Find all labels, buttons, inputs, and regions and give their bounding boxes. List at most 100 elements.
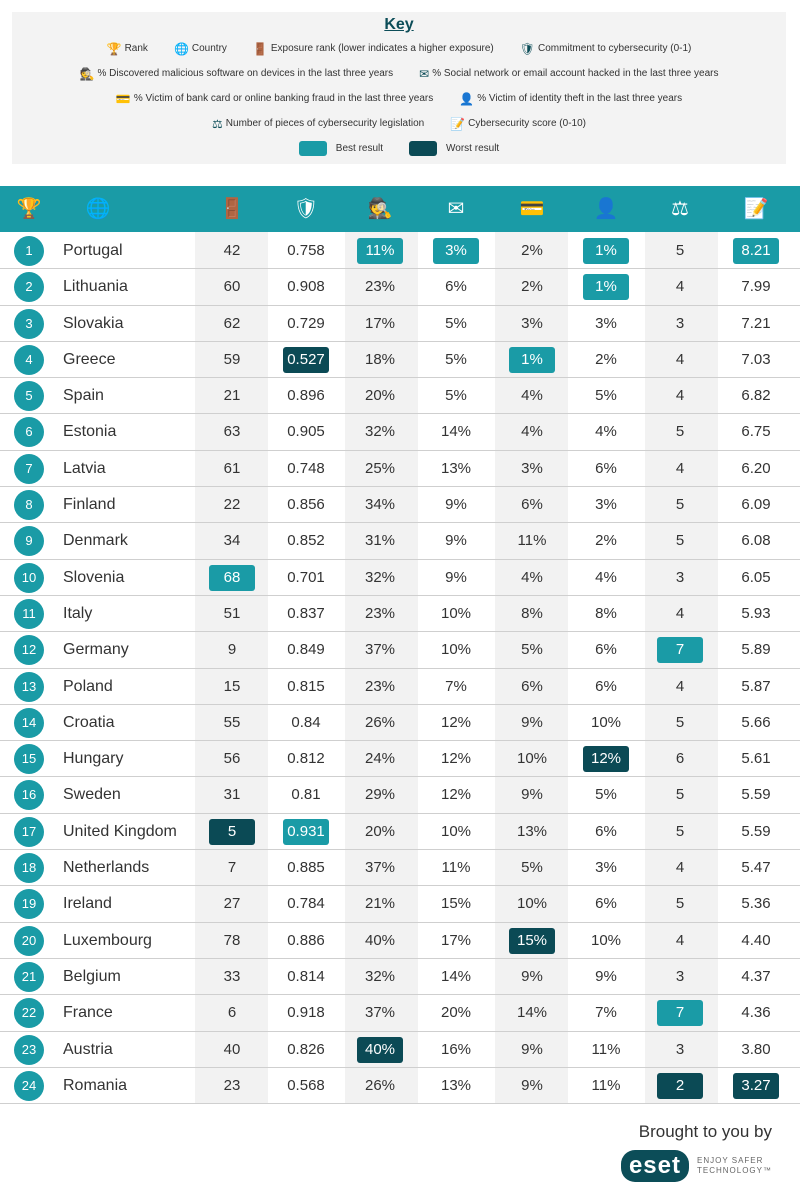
eset-logo: eset ENJOY SAFER TECHNOLOGY™ xyxy=(620,1150,772,1182)
legislation-icon: ⚖ xyxy=(212,116,223,131)
table-cell: 0.918 xyxy=(287,1004,325,1022)
table-cell: 51 xyxy=(223,604,241,622)
table-row: 20 Luxembourg 78 0.886 40% 17% 15% 10% 4 4.40 xyxy=(0,923,800,959)
key-item-label: Commitment to cybersecurity (0-1) xyxy=(537,43,692,54)
table-row: 9 Denmark 34 0.852 31% 9% 11% 2% 5 6.08 xyxy=(0,523,800,560)
table-cell: 29% xyxy=(364,786,396,804)
table-cell: 0.701 xyxy=(287,568,325,586)
table-row: 19 Ireland 27 0.784 21% 15% 10% 6% 5 5.36 xyxy=(0,886,800,923)
table-row: 6 Estonia 63 0.905 32% 14% 4% 4% 5 6.75 xyxy=(0,414,800,451)
shield-check-icon: 🛡 xyxy=(293,198,319,220)
score-icon: 📝 xyxy=(450,116,466,131)
table-cell: 0.758 xyxy=(287,242,325,259)
table-cell: 11% xyxy=(591,1076,621,1094)
legislation-icon: ⚖ xyxy=(671,198,689,220)
table-cell: 7.21 xyxy=(741,314,771,332)
table-cell: 16% xyxy=(440,1040,472,1058)
key-item: 🛡 Commitment to cybersecurity (0-1) xyxy=(520,42,692,56)
table-cell: 18% xyxy=(364,350,396,368)
table-cell: 10% xyxy=(516,750,548,768)
table-cell: 40% xyxy=(364,931,396,949)
table-cell: 2% xyxy=(595,350,617,368)
table-cell: 62 xyxy=(223,314,241,332)
country-name: United Kingdom xyxy=(63,822,177,840)
key-item-label: Cybersecurity score (0-10) xyxy=(468,118,586,129)
table-cell: 20% xyxy=(364,822,396,840)
table-cell: 6% xyxy=(595,641,617,659)
table-cell: 4% xyxy=(521,568,543,586)
user-shield-icon: 👤 xyxy=(459,91,475,106)
table-cell: 4% xyxy=(521,423,543,441)
table-cell: 7 xyxy=(227,859,237,877)
table-cell: 60 xyxy=(223,278,241,296)
trophy-icon: 🏆 xyxy=(16,198,42,220)
table-cell: 7.99 xyxy=(741,278,771,296)
table-cell: 6% xyxy=(595,459,617,477)
key-item: ⚖ Number of pieces of cybersecurity legis… xyxy=(212,117,424,131)
table-row: 17 United Kingdom 5 0.931 20% 10% 13% 6% 5 5.59 xyxy=(0,814,800,851)
table-cell: 9% xyxy=(521,1076,543,1094)
table-row: 7 Latvia 61 0.748 25% 13% 3% 6% 4 6.20 xyxy=(0,451,800,488)
envelope-icon: ✉ xyxy=(419,66,430,81)
table-cell: 9% xyxy=(595,967,617,985)
table-row: 22 France 6 0.918 37% 20% 14% 7% 7 4.36 xyxy=(0,995,800,1032)
rank-badge: 9 xyxy=(14,526,44,557)
country-name: Estonia xyxy=(63,423,117,441)
brought-by-text: Brought to you by xyxy=(638,1122,772,1141)
table-cell: 3% xyxy=(521,459,543,477)
country-name: Slovenia xyxy=(63,568,125,586)
table-cell: 2% xyxy=(521,278,543,296)
table-cell-worst: 15% xyxy=(509,927,555,954)
key-item-label: Number of pieces of cybersecurity legisl… xyxy=(225,118,425,129)
spy-icon: 🕵 xyxy=(79,66,95,81)
table-cell: 6.09 xyxy=(741,496,771,514)
trophy-icon: 🏆 xyxy=(106,41,122,56)
table-cell: 34% xyxy=(364,496,396,514)
table-row: 4 Greece 59 0.527 18% 5% 1% 2% 4 7.03 xyxy=(0,342,800,379)
country-name: Slovakia xyxy=(63,314,124,332)
table-cell: 23% xyxy=(364,677,396,695)
table-cell: 9% xyxy=(445,496,467,514)
table-cell: 56 xyxy=(223,750,241,768)
table-cell: 37% xyxy=(364,1004,396,1022)
table-row: 16 Sweden 31 0.81 29% 12% 9% 5% 5 5.59 xyxy=(0,777,800,814)
table-cell-best: 0.931 xyxy=(283,818,329,845)
table-cell: 34 xyxy=(223,532,241,550)
table-cell: 5 xyxy=(675,786,685,804)
table-cell: 11% xyxy=(517,532,547,550)
table-header: 🏆 🌐 🚪 🛡 🕵 ✉ 💳 👤 ⚖ 📝 xyxy=(0,186,800,232)
country-name: Portugal xyxy=(63,242,123,259)
table-cell: 9% xyxy=(521,713,543,731)
table-cell: 0.908 xyxy=(287,278,325,296)
table-cell: 59 xyxy=(223,350,241,368)
table-cell: 12% xyxy=(440,713,472,731)
table-cell-best: 68 xyxy=(209,564,255,591)
footer: Brought to you by eset ENJOY SAFER TECHNO… xyxy=(620,1122,772,1182)
table-cell: 6.08 xyxy=(741,532,771,550)
country-name: Poland xyxy=(63,677,113,695)
rank-badge: 8 xyxy=(14,490,44,521)
table-cell: 7% xyxy=(595,1004,617,1022)
table-cell: 31 xyxy=(223,786,241,804)
table-cell: 37% xyxy=(364,859,396,877)
table-cell: 8% xyxy=(595,604,617,622)
table-cell: 23% xyxy=(364,604,396,622)
table-cell: 6 xyxy=(227,1004,237,1022)
table-cell: 55 xyxy=(223,713,241,731)
table-cell: 21% xyxy=(364,895,396,913)
table-cell: 40 xyxy=(223,1040,241,1058)
country-name: Romania xyxy=(63,1076,128,1094)
table-cell: 3% xyxy=(595,496,617,514)
table-cell: 0.886 xyxy=(287,931,325,949)
table-cell: 6.20 xyxy=(741,459,771,477)
table-cell: 3 xyxy=(675,1040,685,1058)
table-cell: 15 xyxy=(223,677,241,695)
logo-wordmark: eset xyxy=(620,1150,689,1182)
table-cell-best: 3% xyxy=(433,238,479,264)
key-item: 💳% Victim of bank card or online banking… xyxy=(116,92,433,106)
table-row: 15 Hungary 56 0.812 24% 12% 10% 12% 6 5.61 xyxy=(0,741,800,778)
table-cell: 0.856 xyxy=(287,496,325,514)
table-cell: 0.849 xyxy=(287,641,325,659)
table-row: 12 Germany 9 0.849 37% 10% 5% 6% 7 5.89 xyxy=(0,632,800,669)
table-cell: 6% xyxy=(445,278,467,296)
